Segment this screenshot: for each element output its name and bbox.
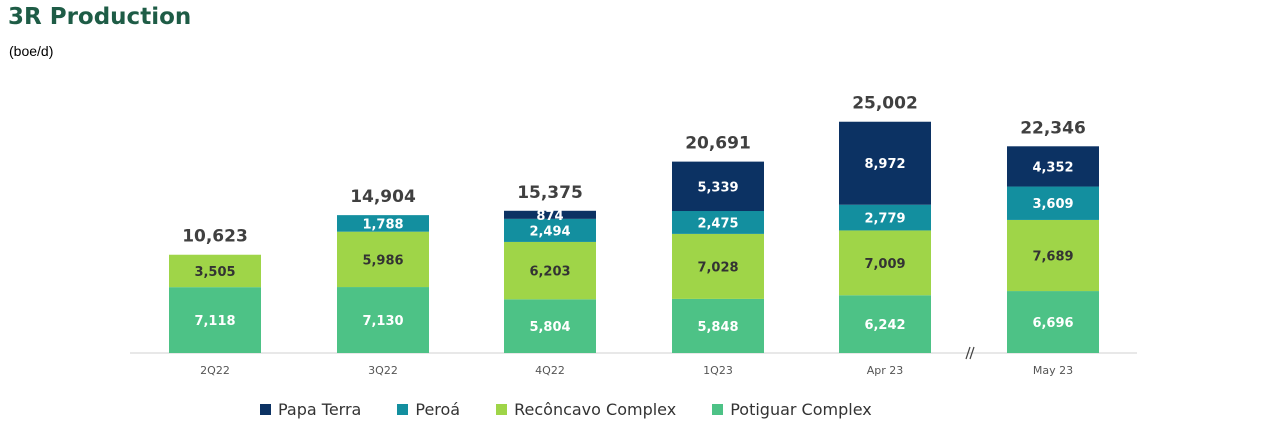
bar-segment [504,218,596,242]
bar-segment [504,299,596,353]
axis-break-mark [965,346,971,360]
legend-label: Peroá [415,400,461,419]
legend: Papa Terra Peroá Recôncavo Complex Potig… [260,400,908,419]
x-tick-label: 1Q23 [703,364,733,377]
data-label: 1,788 [362,217,403,232]
data-label: 6,203 [529,265,570,280]
legend-swatch [397,404,409,415]
bar-segment [839,230,931,296]
data-label: 5,339 [697,180,738,195]
bar-segment [672,161,764,212]
legend-item-papa-terra: Papa Terra [260,400,361,419]
total-label: 10,623 [182,227,248,247]
data-label: 7,009 [864,257,905,272]
total-label: 25,002 [852,94,918,114]
data-label: 2,475 [697,216,738,231]
total-label: 22,346 [1020,118,1086,138]
bar-segment [1007,146,1099,187]
bar-segment [672,211,764,234]
bar-segment [1007,219,1099,292]
data-label: 5,986 [362,253,403,268]
total-label: 14,904 [350,187,416,207]
bar-segment [504,241,596,300]
data-label: 2,494 [529,224,570,239]
data-label: 3,505 [194,265,235,280]
data-label: 7,689 [1032,250,1073,265]
data-label: 6,242 [864,318,905,333]
bar-segment [337,287,429,353]
data-label: 2,779 [864,212,905,227]
data-label: 3,609 [1032,197,1073,212]
x-tick-label: 3Q22 [368,364,398,377]
data-label: 5,848 [697,320,738,335]
legend-item-peroa: Peroá [397,400,460,419]
bar-segment [672,233,764,299]
x-tick-label: 4Q22 [535,364,565,377]
legend-label: Recôncavo Complex [514,400,677,419]
bar-segment [169,254,261,288]
data-label: 5,804 [529,320,570,335]
x-tick-label: 2Q22 [200,364,230,377]
data-label: 7,028 [697,260,738,275]
data-label: 4,352 [1032,160,1073,175]
legend-item-reconcavo: Recôncavo Complex [496,400,676,419]
bar-segment [169,287,261,353]
legend-swatch [712,404,724,415]
legend-swatch [496,404,508,415]
bar-segment [504,210,596,219]
legend-label: Papa Terra [278,400,362,419]
legend-item-potiguar: Potiguar Complex [712,400,872,419]
bar-segment [839,121,931,205]
bar-segment [1007,186,1099,220]
bar-segment [839,295,931,353]
data-label: 7,118 [194,314,235,329]
bar-segment [672,298,764,353]
total-label: 20,691 [685,134,751,154]
data-label: 8,972 [864,157,905,172]
bar-segment [1007,291,1099,353]
legend-swatch [260,404,271,415]
unit-label: (boe/d) [9,43,54,59]
data-label: 7,130 [362,314,403,329]
total-label: 15,375 [517,183,583,203]
bar-segment [337,215,429,232]
x-tick-label: May 23 [1033,364,1073,377]
data-label: 6,696 [1032,316,1073,331]
legend-label: Potiguar Complex [730,400,872,419]
axis-break-mark [969,346,975,360]
x-tick-label: Apr 23 [867,364,904,377]
bar-segment [839,204,931,231]
bar-segment [337,231,429,288]
chart-title: 3R Production [8,4,192,30]
data-label: 874 [536,209,563,224]
